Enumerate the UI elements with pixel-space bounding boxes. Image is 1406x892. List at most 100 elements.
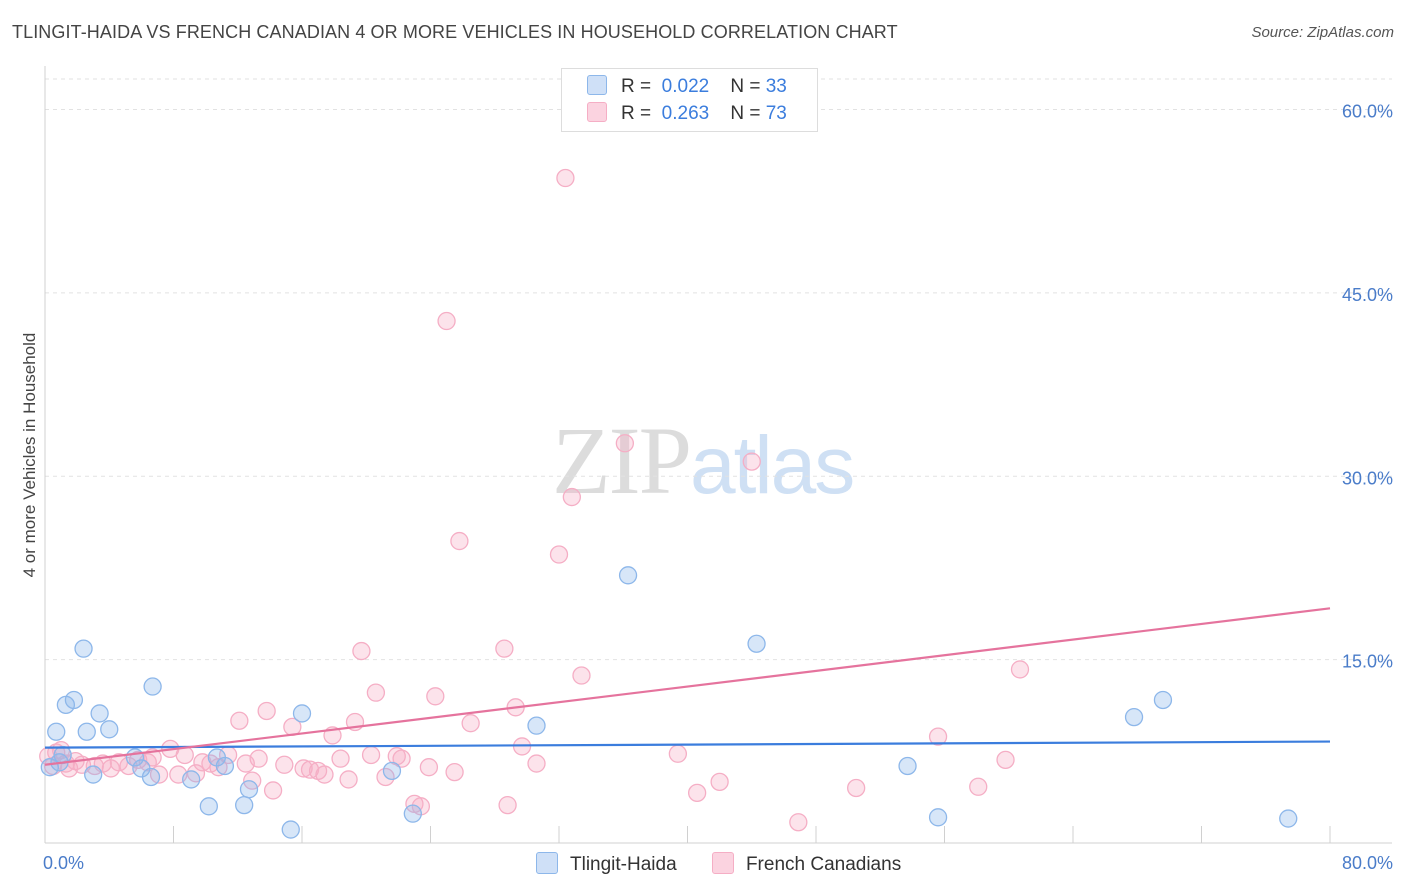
data-point bbox=[527, 716, 546, 735]
data-point bbox=[90, 704, 109, 723]
data-point bbox=[527, 754, 546, 773]
data-point bbox=[445, 762, 464, 782]
chart-title: TLINGIT-HAIDA VS FRENCH CANADIAN 4 OR MO… bbox=[12, 22, 898, 42]
data-point bbox=[392, 749, 411, 768]
trend-lines bbox=[44, 607, 1331, 766]
data-point bbox=[747, 634, 766, 653]
legend-swatch-tlingit-haida bbox=[536, 852, 558, 874]
watermark-atlas: atlas bbox=[690, 420, 855, 511]
data-point bbox=[403, 804, 422, 823]
legend-row-tlingit-haida: R = 0.022 N = 33 bbox=[587, 75, 787, 99]
data-point bbox=[47, 722, 66, 741]
data-point bbox=[100, 720, 119, 739]
x-tick-label: 80.0% bbox=[1342, 853, 1393, 873]
y-tick-label: 60.0% bbox=[1342, 102, 1393, 122]
data-point bbox=[186, 764, 206, 783]
data-point bbox=[74, 639, 93, 658]
legend-swatch-french-canadians bbox=[711, 852, 734, 874]
legend-r-value-1: 0.022 bbox=[661, 76, 710, 97]
data-point bbox=[847, 778, 866, 798]
data-point bbox=[263, 781, 283, 800]
legend-r-label: R = bbox=[621, 76, 652, 97]
data-point bbox=[382, 761, 402, 781]
data-point bbox=[294, 759, 313, 778]
legend-n-value-1: 33 bbox=[765, 76, 787, 97]
legend-n-value-2: 73 bbox=[765, 103, 787, 124]
data-point bbox=[928, 808, 948, 827]
data-point bbox=[996, 750, 1015, 770]
data-point bbox=[969, 777, 988, 796]
data-point bbox=[898, 756, 917, 776]
gridlines bbox=[45, 78, 1392, 661]
watermark: ZIPatlas bbox=[552, 405, 855, 516]
data-point bbox=[143, 677, 162, 696]
data-point bbox=[387, 747, 406, 766]
data-point bbox=[1010, 660, 1030, 679]
trend-line bbox=[44, 740, 1331, 749]
legend-label-french-canadians: French Canadians bbox=[745, 854, 902, 875]
y-tick-label: 30.0% bbox=[1342, 468, 1393, 488]
tick-labels: 15.0% 30.0% 45.0% 60.0% 0.0% 80.0% bbox=[43, 102, 1393, 873]
data-point bbox=[426, 687, 445, 706]
legend-label-tlingit-haida: Tlingit-Haida bbox=[570, 854, 677, 875]
y-tick-label: 15.0% bbox=[1342, 652, 1393, 672]
data-point bbox=[450, 531, 469, 551]
data-point bbox=[331, 749, 350, 768]
data-point bbox=[215, 756, 235, 776]
data-point bbox=[1279, 809, 1298, 828]
data-point bbox=[257, 701, 276, 721]
data-point bbox=[556, 168, 575, 188]
data-point bbox=[141, 767, 161, 787]
legend-n-label: N = bbox=[730, 76, 761, 97]
data-point bbox=[668, 744, 688, 763]
data-point bbox=[249, 749, 268, 768]
series-legend: Tlingit-Haida French Canadians bbox=[536, 852, 931, 876]
data-point bbox=[315, 765, 334, 784]
data-point bbox=[352, 641, 371, 661]
x-tick-label: 0.0% bbox=[43, 853, 84, 873]
y-tick-label: 45.0% bbox=[1342, 285, 1393, 305]
data-point bbox=[239, 780, 259, 799]
legend-n-label: N = bbox=[730, 103, 761, 124]
data-point bbox=[1153, 690, 1173, 710]
data-point bbox=[495, 639, 514, 658]
legend-swatch-pink bbox=[587, 102, 607, 122]
source-label: Source: ZipAtlas.com bbox=[1251, 24, 1394, 41]
legend-row-french-canadians: R = 0.263 N = 73 bbox=[587, 102, 787, 126]
data-point bbox=[275, 755, 294, 774]
data-point bbox=[199, 797, 218, 816]
data-point bbox=[789, 813, 808, 832]
data-point bbox=[64, 690, 84, 710]
watermark-zip: ZIP bbox=[552, 407, 692, 514]
data-point bbox=[1124, 707, 1144, 727]
data-point bbox=[437, 311, 456, 331]
correlation-legend: R = 0.022 N = 33 R = 0.263 N = 73 bbox=[561, 68, 818, 132]
data-point bbox=[615, 434, 635, 453]
legend-item-french-canadians: French Canadians bbox=[711, 852, 902, 876]
data-point bbox=[292, 704, 312, 723]
data-point bbox=[361, 745, 381, 765]
data-point bbox=[235, 795, 254, 815]
data-point bbox=[230, 711, 249, 730]
data-point bbox=[419, 758, 439, 777]
data-point bbox=[281, 820, 300, 839]
data-point bbox=[562, 487, 581, 507]
data-point bbox=[742, 452, 761, 471]
data-point bbox=[572, 666, 591, 685]
data-point bbox=[182, 770, 201, 789]
legend-r-label: R = bbox=[621, 103, 652, 124]
data-points bbox=[39, 168, 1298, 839]
data-point bbox=[618, 566, 638, 585]
trend-line bbox=[44, 607, 1331, 766]
data-point bbox=[498, 795, 517, 815]
data-point bbox=[339, 770, 358, 789]
data-point bbox=[710, 772, 729, 792]
data-point bbox=[928, 727, 948, 746]
data-point bbox=[366, 683, 386, 702]
legend-swatch-blue bbox=[587, 75, 607, 95]
axes bbox=[44, 66, 1392, 844]
legend-r-value-2: 0.263 bbox=[661, 103, 710, 124]
data-point bbox=[84, 765, 103, 784]
data-point bbox=[77, 722, 96, 741]
